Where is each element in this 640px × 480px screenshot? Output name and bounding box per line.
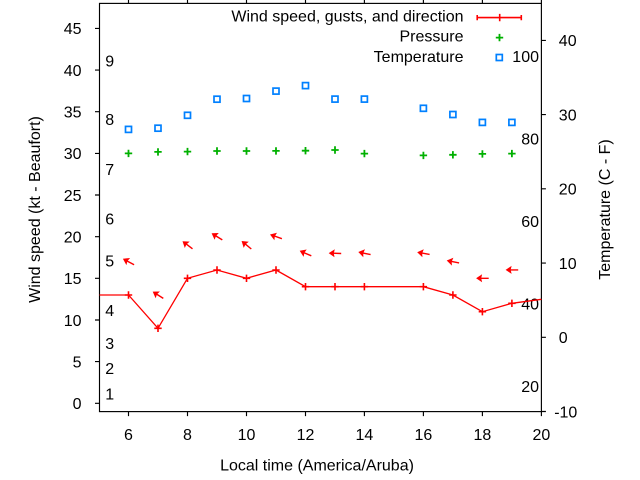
svg-text:6: 6 [124, 427, 133, 444]
svg-text:6: 6 [105, 212, 114, 229]
svg-text:Temperature (C - F): Temperature (C - F) [597, 139, 614, 279]
svg-text:5: 5 [73, 354, 82, 371]
svg-text:5: 5 [105, 253, 114, 270]
svg-text:25: 25 [64, 188, 82, 205]
svg-text:16: 16 [415, 427, 433, 444]
svg-text:60: 60 [521, 214, 539, 231]
svg-text:8: 8 [105, 112, 114, 129]
svg-text:0: 0 [559, 330, 568, 347]
svg-text:100: 100 [512, 49, 539, 66]
svg-text:45: 45 [64, 21, 82, 38]
svg-text:10: 10 [559, 256, 577, 273]
svg-text:Temperature: Temperature [374, 49, 464, 66]
svg-text:30: 30 [559, 107, 577, 124]
svg-text:1: 1 [105, 386, 114, 403]
svg-text:Wind speed, gusts, and directi: Wind speed, gusts, and direction [231, 9, 463, 26]
svg-text:4: 4 [105, 303, 114, 320]
svg-text:7: 7 [105, 162, 114, 179]
svg-text:20: 20 [521, 379, 539, 396]
svg-text:10: 10 [64, 313, 82, 330]
svg-text:Wind speed (kt - Beaufort): Wind speed (kt - Beaufort) [27, 116, 44, 303]
svg-text:0: 0 [73, 396, 82, 413]
svg-text:Local time (America/Aruba): Local time (America/Aruba) [220, 457, 414, 474]
svg-text:20: 20 [64, 230, 82, 247]
svg-text:3: 3 [105, 336, 114, 353]
svg-text:20: 20 [559, 182, 577, 199]
svg-text:12: 12 [297, 427, 315, 444]
svg-text:40: 40 [521, 296, 539, 313]
svg-text:-10: -10 [554, 404, 577, 421]
svg-text:14: 14 [356, 427, 374, 444]
svg-text:35: 35 [64, 105, 82, 122]
svg-text:9: 9 [105, 53, 114, 70]
svg-text:30: 30 [64, 146, 82, 163]
svg-text:18: 18 [474, 427, 492, 444]
svg-text:8: 8 [183, 427, 192, 444]
svg-text:80: 80 [521, 131, 539, 148]
svg-text:2: 2 [105, 361, 114, 378]
svg-text:40: 40 [559, 33, 577, 50]
svg-text:20: 20 [533, 427, 551, 444]
svg-text:Pressure: Pressure [399, 29, 463, 46]
svg-text:40: 40 [64, 63, 82, 80]
svg-text:10: 10 [238, 427, 256, 444]
svg-text:15: 15 [64, 271, 82, 288]
